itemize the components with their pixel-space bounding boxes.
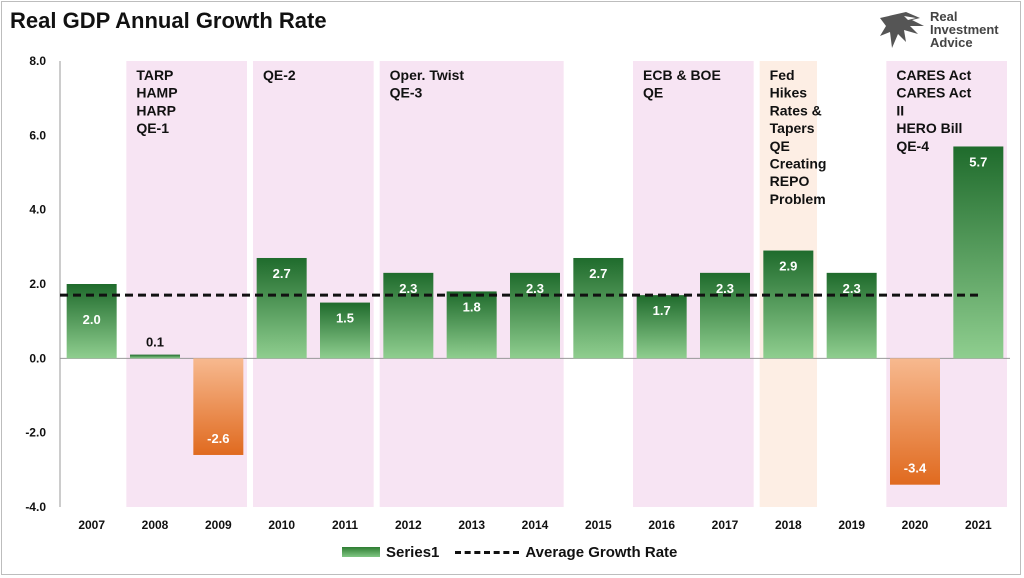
y-tick-label: 0.0 bbox=[29, 351, 46, 365]
bar-2017 bbox=[700, 272, 750, 359]
legend-swatch-dashed-line bbox=[455, 550, 520, 554]
legend-item-average: Average Growth Rate bbox=[455, 544, 677, 561]
x-tick-label: 2018 bbox=[775, 518, 802, 532]
annotation-text-0-2: HARP bbox=[136, 102, 176, 118]
annotation-text-5-2: II bbox=[896, 102, 904, 118]
bar-2015 bbox=[573, 257, 624, 359]
bar-label-2017: 2.3 bbox=[716, 281, 734, 296]
x-tick-label: 2011 bbox=[332, 518, 358, 532]
annotation-text-4-6: REPO bbox=[770, 173, 810, 189]
y-tick-label: 2.0 bbox=[29, 277, 46, 291]
annotation-text-5-0: CARES Act bbox=[896, 67, 971, 83]
legend-swatch-bars bbox=[342, 547, 380, 557]
annotation-text-4-3: Tapers bbox=[770, 120, 815, 136]
bar-label-2013: 1.8 bbox=[463, 299, 481, 314]
bar-label-2021: 5.7 bbox=[969, 154, 987, 169]
annotation-text-0-1: HAMP bbox=[136, 85, 177, 101]
y-tick-label: -2.0 bbox=[25, 426, 46, 440]
bar-label-2009: -2.6 bbox=[207, 431, 229, 446]
bar-label-2011: 1.5 bbox=[336, 311, 354, 326]
y-tick-label: 4.0 bbox=[29, 203, 46, 217]
annotation-text-2-1: QE-3 bbox=[390, 85, 423, 101]
bar-label-2012: 2.3 bbox=[399, 281, 417, 296]
bar-label-2014: 2.3 bbox=[526, 281, 544, 296]
annotation-text-1-0: QE-2 bbox=[263, 67, 296, 83]
annotation-text-4-5: Creating bbox=[770, 156, 827, 172]
x-tick-label: 2013 bbox=[458, 518, 485, 532]
annotation-text-4-2: Rates & bbox=[770, 102, 822, 118]
bar-2012 bbox=[383, 272, 434, 359]
annotation-text-4-4: QE bbox=[770, 138, 790, 154]
legend-label-series1: Series1 bbox=[386, 543, 440, 561]
x-tick-label: 2012 bbox=[395, 518, 422, 532]
bar-labels: 2.0 0.1 -2.6 2.7 1.5 2.3 1.8 2.3 2.7 1.7 2.3 2.9 2.3… bbox=[83, 154, 988, 475]
bar-label-2015: 2.7 bbox=[589, 266, 607, 281]
bar-2011 bbox=[320, 302, 370, 359]
x-tick-label: 2007 bbox=[78, 518, 105, 532]
bar-label-2008: 0.1 bbox=[146, 335, 164, 350]
legend-item-series1: Series1 bbox=[342, 544, 439, 561]
bar-2010 bbox=[256, 257, 307, 359]
annotation-text-3-1: QE bbox=[643, 85, 663, 101]
bar-label-2010: 2.7 bbox=[273, 266, 291, 281]
annotation-text-4-1: Hikes bbox=[770, 85, 808, 101]
bar-label-2019: 2.3 bbox=[843, 281, 861, 296]
bar-2008 bbox=[130, 354, 180, 359]
bar-2014 bbox=[510, 272, 560, 359]
bar-2021 bbox=[953, 146, 1004, 359]
bar-2013 bbox=[446, 291, 497, 359]
logo-wordmark: Real Investment Advice bbox=[930, 10, 1016, 49]
bars bbox=[66, 146, 1004, 485]
annotation-text-5-3: HERO Bill bbox=[896, 120, 962, 136]
logo-line-3: Advice bbox=[930, 35, 973, 50]
x-tick-label: 2010 bbox=[268, 518, 295, 532]
annotation-text-0-3: QE-1 bbox=[136, 120, 169, 136]
x-tick-label: 2021 bbox=[965, 518, 992, 532]
legend: Series1 Average Growth Rate bbox=[342, 542, 693, 562]
bar-label-2018: 2.9 bbox=[779, 259, 797, 274]
logo-line-1: Real bbox=[930, 9, 958, 24]
x-tick-label: 2016 bbox=[648, 518, 675, 532]
legend-label-average: Average Growth Rate bbox=[525, 543, 678, 561]
bar-label-2007: 2.0 bbox=[83, 312, 101, 327]
annotation-text-2-0: Oper. Twist bbox=[390, 67, 465, 83]
annotation-text-5-4: QE-4 bbox=[896, 138, 929, 154]
x-tick-label: 2019 bbox=[838, 518, 865, 532]
x-tick-label: 2020 bbox=[902, 518, 929, 532]
bar-2009 bbox=[193, 358, 244, 455]
x-tick-label: 2009 bbox=[205, 518, 232, 532]
bar-2016 bbox=[636, 295, 687, 359]
bar-2018 bbox=[763, 250, 814, 359]
annotation-text-4-0: Fed bbox=[770, 67, 795, 83]
annotation-text-3-0: ECB & BOE bbox=[643, 67, 721, 83]
x-tick-label: 2015 bbox=[585, 518, 612, 532]
bar-2020 bbox=[890, 358, 940, 485]
brand-logo: Real Investment Advice bbox=[876, 8, 1016, 58]
annotation-text-5-1: CARES Act bbox=[896, 85, 971, 101]
x-tick-label: 2017 bbox=[712, 518, 739, 532]
bar-label-2020: -3.4 bbox=[904, 461, 927, 476]
chart-title: Real GDP Annual Growth Rate bbox=[10, 8, 327, 33]
annotation-text-0-0: TARP bbox=[136, 67, 173, 83]
x-tick-label: 2014 bbox=[522, 518, 549, 532]
y-tick-label: -4.0 bbox=[25, 500, 46, 514]
bar-label-2016: 1.7 bbox=[653, 303, 671, 318]
bar-2019 bbox=[826, 272, 877, 359]
logo-line-2: Investment bbox=[930, 22, 999, 37]
eagle-logo-icon bbox=[880, 12, 924, 48]
y-tick-label: 8.0 bbox=[29, 54, 46, 68]
y-tick-label: 6.0 bbox=[29, 128, 46, 142]
annotation-text-4-7: Problem bbox=[770, 191, 826, 207]
x-tick-label: 2008 bbox=[142, 518, 169, 532]
